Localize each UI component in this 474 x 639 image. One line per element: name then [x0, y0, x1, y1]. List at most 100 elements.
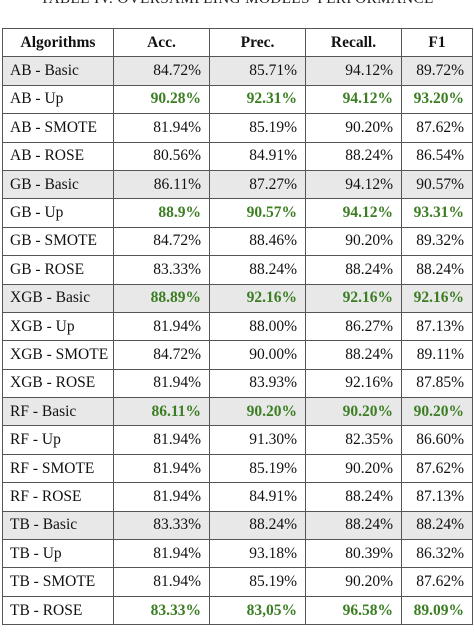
precision-cell: 85.19%: [209, 113, 306, 143]
accuracy-cell: 81.94%: [113, 482, 210, 512]
accuracy-cell: 90.28%: [113, 84, 210, 115]
table-row: TB - SMOTE 81.94% 85.19% 90.20% 87.62%: [2, 567, 473, 597]
precision-cell: 88.00%: [209, 311, 306, 342]
header-precision: Prec.: [209, 27, 306, 58]
f1-cell: 89.72%: [401, 56, 473, 86]
header-algorithms: Algorithms: [2, 27, 114, 58]
precision-cell: 90.20%: [209, 397, 306, 427]
algorithm-cell: RF - ROSE: [2, 482, 114, 512]
recall-cell: 90.20%: [305, 567, 402, 597]
f1-cell: 93.31%: [401, 198, 473, 228]
accuracy-cell: 86.11%: [113, 397, 210, 427]
accuracy-cell: 86.11%: [113, 169, 210, 200]
precision-cell: 90.00%: [209, 340, 306, 370]
table-row: RF - SMOTE 81.94% 85.19% 90.20% 87.62%: [2, 453, 473, 484]
recall-cell: 96.58%: [305, 595, 402, 626]
recall-cell: 90.20%: [305, 397, 402, 427]
table-row: RF - Up 81.94% 91.30% 82.35% 86.60%: [2, 425, 473, 455]
table-row: XGB - SMOTE 84.72% 90.00% 88.24% 89.11%: [2, 340, 473, 370]
accuracy-cell: 83.33%: [113, 510, 210, 541]
algorithm-cell: XGB - Basic: [2, 283, 114, 313]
accuracy-cell: 81.94%: [113, 311, 210, 342]
table-row: RF - ROSE 81.94% 84.91% 88.24% 87.13%: [2, 482, 473, 512]
table-row: GB - Up 88.9% 90.57% 94.12% 93.31%: [2, 198, 473, 228]
table-caption: TABLE IV. OVERSAMPLING MODELS' PERFORMAN…: [0, 0, 474, 13]
performance-table: Algorithms Acc. Prec. Recall. F1 AB - Ba…: [2, 27, 473, 626]
accuracy-cell: 84.72%: [113, 226, 210, 257]
precision-cell: 85.71%: [209, 56, 306, 86]
accuracy-cell: 83.33%: [113, 595, 210, 626]
table-row: GB - ROSE 83.33% 88.24% 88.24% 88.24%: [2, 255, 473, 285]
accuracy-cell: 88.9%: [113, 198, 210, 228]
header-accuracy: Acc.: [113, 27, 210, 58]
algorithm-cell: TB - SMOTE: [2, 567, 114, 597]
recall-cell: 88.24%: [305, 482, 402, 512]
algorithm-cell: XGB - Up: [2, 311, 114, 342]
table-row: AB - Up 90.28% 92.31% 94.12% 93.20%: [2, 84, 473, 115]
precision-cell: 87.27%: [209, 169, 306, 200]
recall-cell: 88.24%: [305, 510, 402, 541]
precision-cell: 83.93%: [209, 368, 306, 399]
recall-cell: 90.20%: [305, 226, 402, 257]
header-f1: F1: [401, 27, 473, 58]
f1-cell: 89.09%: [401, 595, 473, 626]
precision-cell: 84.91%: [209, 482, 306, 512]
recall-cell: 94.12%: [305, 56, 402, 86]
recall-cell: 88.24%: [305, 340, 402, 370]
table-row: TB - Basic 83.33% 88.24% 88.24% 88.24%: [2, 510, 473, 541]
f1-cell: 86.60%: [401, 425, 473, 455]
recall-cell: 92.16%: [305, 283, 402, 313]
algorithm-cell: TB - Basic: [2, 510, 114, 541]
algorithm-cell: RF - Up: [2, 425, 114, 455]
algorithm-cell: TB - Up: [2, 539, 114, 569]
f1-cell: 87.62%: [401, 567, 473, 597]
table-row: AB - Basic 84.72% 85.71% 94.12% 89.72%: [2, 56, 473, 86]
precision-cell: 85.19%: [209, 453, 306, 484]
precision-cell: 84.91%: [209, 141, 306, 171]
accuracy-cell: 81.94%: [113, 567, 210, 597]
algorithm-cell: XGB - SMOTE: [2, 340, 114, 370]
recall-cell: 94.12%: [305, 84, 402, 115]
precision-cell: 88.46%: [209, 226, 306, 257]
f1-cell: 88.24%: [401, 255, 473, 285]
table-row: XGB - Up 81.94% 88.00% 86.27% 87.13%: [2, 311, 473, 342]
header-row: Algorithms Acc. Prec. Recall. F1: [2, 27, 473, 58]
f1-cell: 87.13%: [401, 482, 473, 512]
header-recall: Recall.: [305, 27, 402, 58]
precision-cell: 91.30%: [209, 425, 306, 455]
precision-cell: 93.18%: [209, 539, 306, 569]
f1-cell: 92.16%: [401, 283, 473, 313]
recall-cell: 80.39%: [305, 539, 402, 569]
recall-cell: 92.16%: [305, 368, 402, 399]
accuracy-cell: 88.89%: [113, 283, 210, 313]
accuracy-cell: 84.72%: [113, 56, 210, 86]
algorithm-cell: AB - SMOTE: [2, 113, 114, 143]
recall-cell: 86.27%: [305, 311, 402, 342]
f1-cell: 86.54%: [401, 141, 473, 171]
accuracy-cell: 81.94%: [113, 425, 210, 455]
algorithm-cell: AB - Basic: [2, 56, 114, 86]
recall-cell: 88.24%: [305, 141, 402, 171]
table-row: RF - Basic 86.11% 90.20% 90.20% 90.20%: [2, 397, 473, 427]
f1-cell: 87.62%: [401, 453, 473, 484]
table-row: XGB - ROSE 81.94% 83.93% 92.16% 87.85%: [2, 368, 473, 399]
algorithm-cell: TB - ROSE: [2, 595, 114, 626]
recall-cell: 94.12%: [305, 169, 402, 200]
table-body: AB - Basic 84.72% 85.71% 94.12% 89.72% AB - U…: [2, 56, 473, 626]
accuracy-cell: 81.94%: [113, 539, 210, 569]
table-row: XGB - Basic 88.89% 92.16% 92.16% 92.16%: [2, 283, 473, 313]
precision-cell: 92.31%: [209, 84, 306, 115]
f1-cell: 87.13%: [401, 311, 473, 342]
accuracy-cell: 81.94%: [113, 453, 210, 484]
table-row: AB - SMOTE 81.94% 85.19% 90.20% 87.62%: [2, 113, 473, 143]
algorithm-cell: GB - Up: [2, 198, 114, 228]
f1-cell: 93.20%: [401, 84, 473, 115]
algorithm-cell: GB - SMOTE: [2, 226, 114, 257]
f1-cell: 89.11%: [401, 340, 473, 370]
table-row: GB - SMOTE 84.72% 88.46% 90.20% 89.32%: [2, 226, 473, 257]
algorithm-cell: RF - Basic: [2, 397, 114, 427]
f1-cell: 90.57%: [401, 169, 473, 200]
precision-cell: 88.24%: [209, 510, 306, 541]
f1-cell: 89.32%: [401, 226, 473, 257]
f1-cell: 87.85%: [401, 368, 473, 399]
